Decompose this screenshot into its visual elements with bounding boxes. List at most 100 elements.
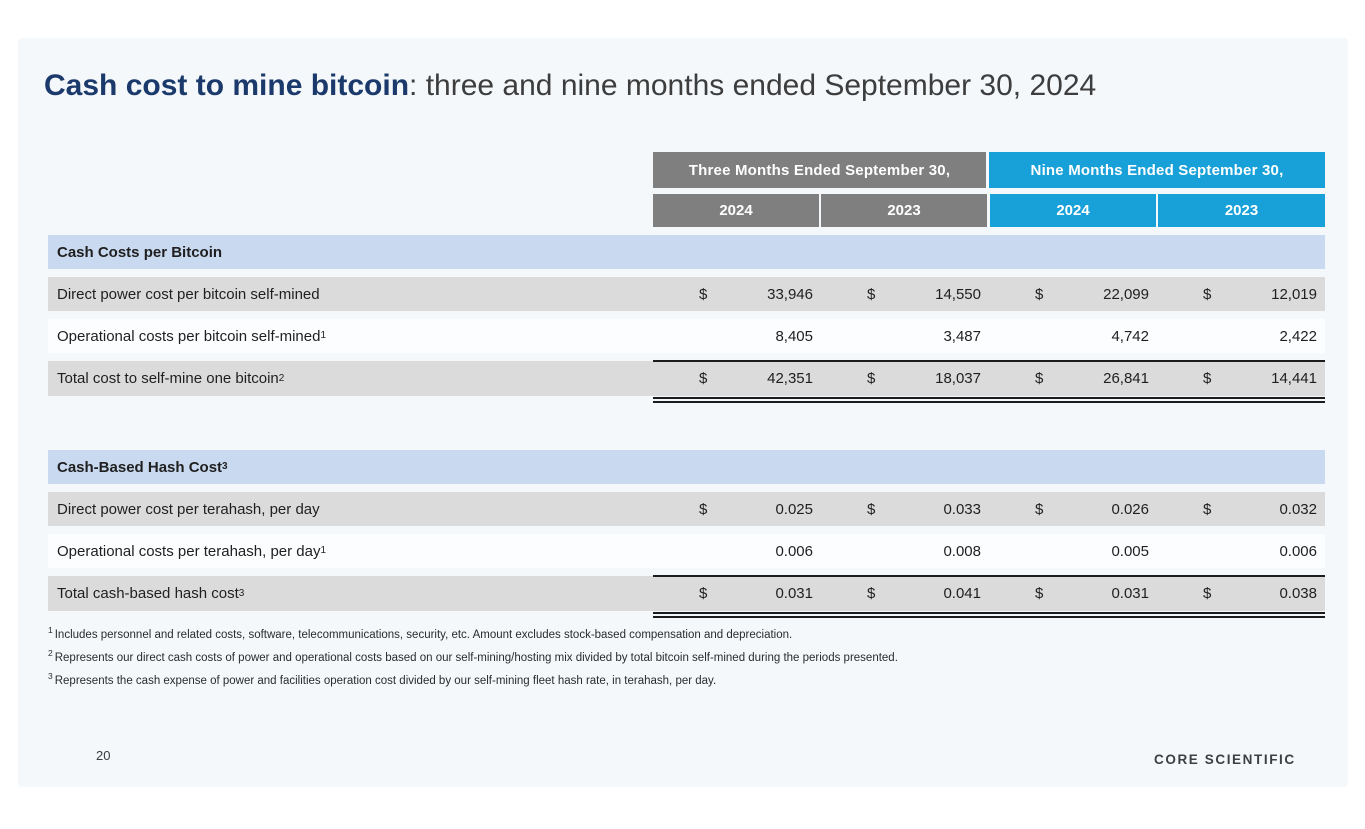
section-header-cash-based-hash-cost: Cash-Based Hash Cost 3 bbox=[48, 450, 1325, 484]
table-row-total-hash-cost: Total cash-based hash cost 3 $0.031 $0.04… bbox=[48, 575, 1325, 618]
value-cell: 8,405 bbox=[653, 319, 821, 353]
row-label: Operational costs per bitcoin self-mined… bbox=[48, 319, 653, 353]
year-header-3m-2023: 2023 bbox=[821, 194, 987, 227]
page-title-emphasis: Cash cost to mine bitcoin bbox=[44, 69, 410, 102]
value-cell: $0.031 bbox=[653, 576, 821, 611]
currency-symbol: $ bbox=[699, 585, 708, 602]
value-cell: $0.038 bbox=[1157, 576, 1325, 611]
currency-symbol: $ bbox=[867, 285, 876, 303]
value-cell: 0.008 bbox=[821, 534, 989, 568]
value-cell: 0.006 bbox=[653, 534, 821, 568]
value-cell: $42,351 bbox=[653, 361, 821, 396]
value: 0.041 bbox=[943, 585, 981, 602]
value-cell: $14,441 bbox=[1157, 361, 1325, 396]
value: 0.025 bbox=[775, 500, 813, 518]
currency-symbol: $ bbox=[1035, 585, 1044, 602]
value: 22,099 bbox=[1103, 285, 1149, 303]
value: 0.008 bbox=[943, 542, 981, 560]
value: 0.006 bbox=[775, 542, 813, 560]
value: 0.038 bbox=[1279, 585, 1317, 602]
value: 0.031 bbox=[775, 585, 813, 602]
footnote-text: Represents the cash expense of power and… bbox=[54, 675, 717, 687]
row-label: Total cost to self-mine one bitcoin 2 bbox=[48, 361, 653, 396]
row-label: Direct power cost per terahash, per day bbox=[48, 492, 653, 526]
currency-symbol: $ bbox=[1035, 500, 1044, 518]
value: 12,019 bbox=[1271, 285, 1317, 303]
footnotes: 1 Includes personnel and related costs, s… bbox=[48, 626, 898, 697]
value-cell: 4,742 bbox=[989, 319, 1157, 353]
table-row-operational-per-bitcoin: Operational costs per bitcoin self-mined… bbox=[48, 319, 1325, 353]
row-label: Operational costs per terahash, per day 1 bbox=[48, 534, 653, 568]
row-label: Total cash-based hash cost 3 bbox=[48, 576, 653, 611]
value-cell: $0.033 bbox=[821, 492, 989, 526]
year-header-9m-2023: 2023 bbox=[1158, 194, 1325, 227]
value: 0.005 bbox=[1111, 542, 1149, 560]
section-header-label: Cash Costs per Bitcoin bbox=[57, 243, 223, 261]
footnote-text: Includes personnel and related costs, so… bbox=[54, 629, 793, 641]
page-title-rest: : three and nine months ended September … bbox=[409, 69, 1097, 102]
value: 0.026 bbox=[1111, 500, 1149, 518]
value-cell: $18,037 bbox=[821, 361, 989, 396]
table-row-operational-per-terahash: Operational costs per terahash, per day 1… bbox=[48, 534, 1325, 568]
currency-symbol: $ bbox=[699, 370, 708, 387]
footnote-sup: 3 bbox=[48, 671, 53, 682]
slide-canvas: Cash cost to mine bitcoin: three and nin… bbox=[18, 38, 1348, 787]
section-header-label: Cash-Based Hash Cost bbox=[57, 458, 223, 476]
row-label-text: Direct power cost per terahash, per day bbox=[57, 500, 320, 518]
value: 14,550 bbox=[935, 285, 981, 303]
value-cell: $33,946 bbox=[653, 277, 821, 311]
currency-symbol: $ bbox=[867, 585, 876, 602]
year-header-3m-2024: 2024 bbox=[653, 194, 819, 227]
row-label-text: Total cash-based hash cost bbox=[57, 585, 239, 602]
row-label-text: Operational costs per bitcoin self-mined bbox=[57, 327, 321, 345]
currency-symbol: $ bbox=[699, 500, 708, 518]
value-cell: $0.032 bbox=[1157, 492, 1325, 526]
table-row-direct-power-per-terahash: Direct power cost per terahash, per day … bbox=[48, 492, 1325, 526]
section-header-cash-costs-per-bitcoin: Cash Costs per Bitcoin bbox=[48, 235, 1325, 269]
footnote-1: 1 Includes personnel and related costs, s… bbox=[48, 626, 898, 643]
column-group-header-row: Three Months Ended September 30, Nine Mo… bbox=[653, 152, 1325, 188]
footnote-sup: 2 bbox=[48, 648, 53, 659]
value: 3,487 bbox=[943, 327, 981, 345]
footnote-2: 2 Represents our direct cash costs of pow… bbox=[48, 648, 898, 666]
value-cell: 0.006 bbox=[1157, 534, 1325, 568]
row-label-text: Operational costs per terahash, per day bbox=[57, 542, 321, 560]
currency-symbol: $ bbox=[1035, 285, 1044, 303]
value-cell: $0.025 bbox=[653, 492, 821, 526]
currency-symbol: $ bbox=[1035, 370, 1044, 387]
value-cell: 2,422 bbox=[1157, 319, 1325, 353]
year-header-row: 2024 2023 2024 2023 bbox=[653, 194, 1325, 227]
year-header-9m-2024: 2024 bbox=[990, 194, 1156, 227]
cost-table: Three Months Ended September 30, Nine Mo… bbox=[48, 152, 1325, 619]
value-cell: 0.005 bbox=[989, 534, 1157, 568]
value-cell: $12,019 bbox=[1157, 277, 1325, 311]
currency-symbol: $ bbox=[1203, 370, 1212, 387]
value: 0.032 bbox=[1279, 500, 1317, 518]
row-label-text: Direct power cost per bitcoin self-mined bbox=[57, 285, 320, 303]
column-group-three-months: Three Months Ended September 30, bbox=[653, 152, 986, 188]
value: 33,946 bbox=[767, 285, 813, 303]
footnote-3: 3 Represents the cash expense of power an… bbox=[48, 671, 898, 689]
value-cell: $26,841 bbox=[989, 361, 1157, 396]
footnote-text: Represents our direct cash costs of powe… bbox=[54, 652, 898, 664]
value-cell: $0.041 bbox=[821, 576, 989, 611]
value: 26,841 bbox=[1103, 370, 1149, 387]
value: 4,742 bbox=[1111, 327, 1149, 345]
currency-symbol: $ bbox=[1203, 285, 1212, 303]
row-label: Direct power cost per bitcoin self-mined bbox=[48, 277, 653, 311]
currency-symbol: $ bbox=[867, 370, 876, 387]
value: 0.033 bbox=[943, 500, 981, 518]
value-cell: $22,099 bbox=[989, 277, 1157, 311]
table-row-direct-power-per-bitcoin: Direct power cost per bitcoin self-mined… bbox=[48, 277, 1325, 311]
currency-symbol: $ bbox=[1203, 500, 1212, 518]
row-label-text: Total cost to self-mine one bitcoin bbox=[57, 370, 279, 387]
currency-symbol: $ bbox=[699, 285, 708, 303]
page-number: 20 bbox=[96, 748, 111, 763]
value: 42,351 bbox=[767, 370, 813, 387]
currency-symbol: $ bbox=[1203, 585, 1212, 602]
value: 0.031 bbox=[1111, 585, 1149, 602]
value-cell: 3,487 bbox=[821, 319, 989, 353]
value-cell: $0.026 bbox=[989, 492, 1157, 526]
core-scientific-logo: CORE SCIENTIFIC bbox=[1154, 752, 1296, 767]
page-title: Cash cost to mine bitcoin: three and nin… bbox=[44, 66, 1096, 106]
